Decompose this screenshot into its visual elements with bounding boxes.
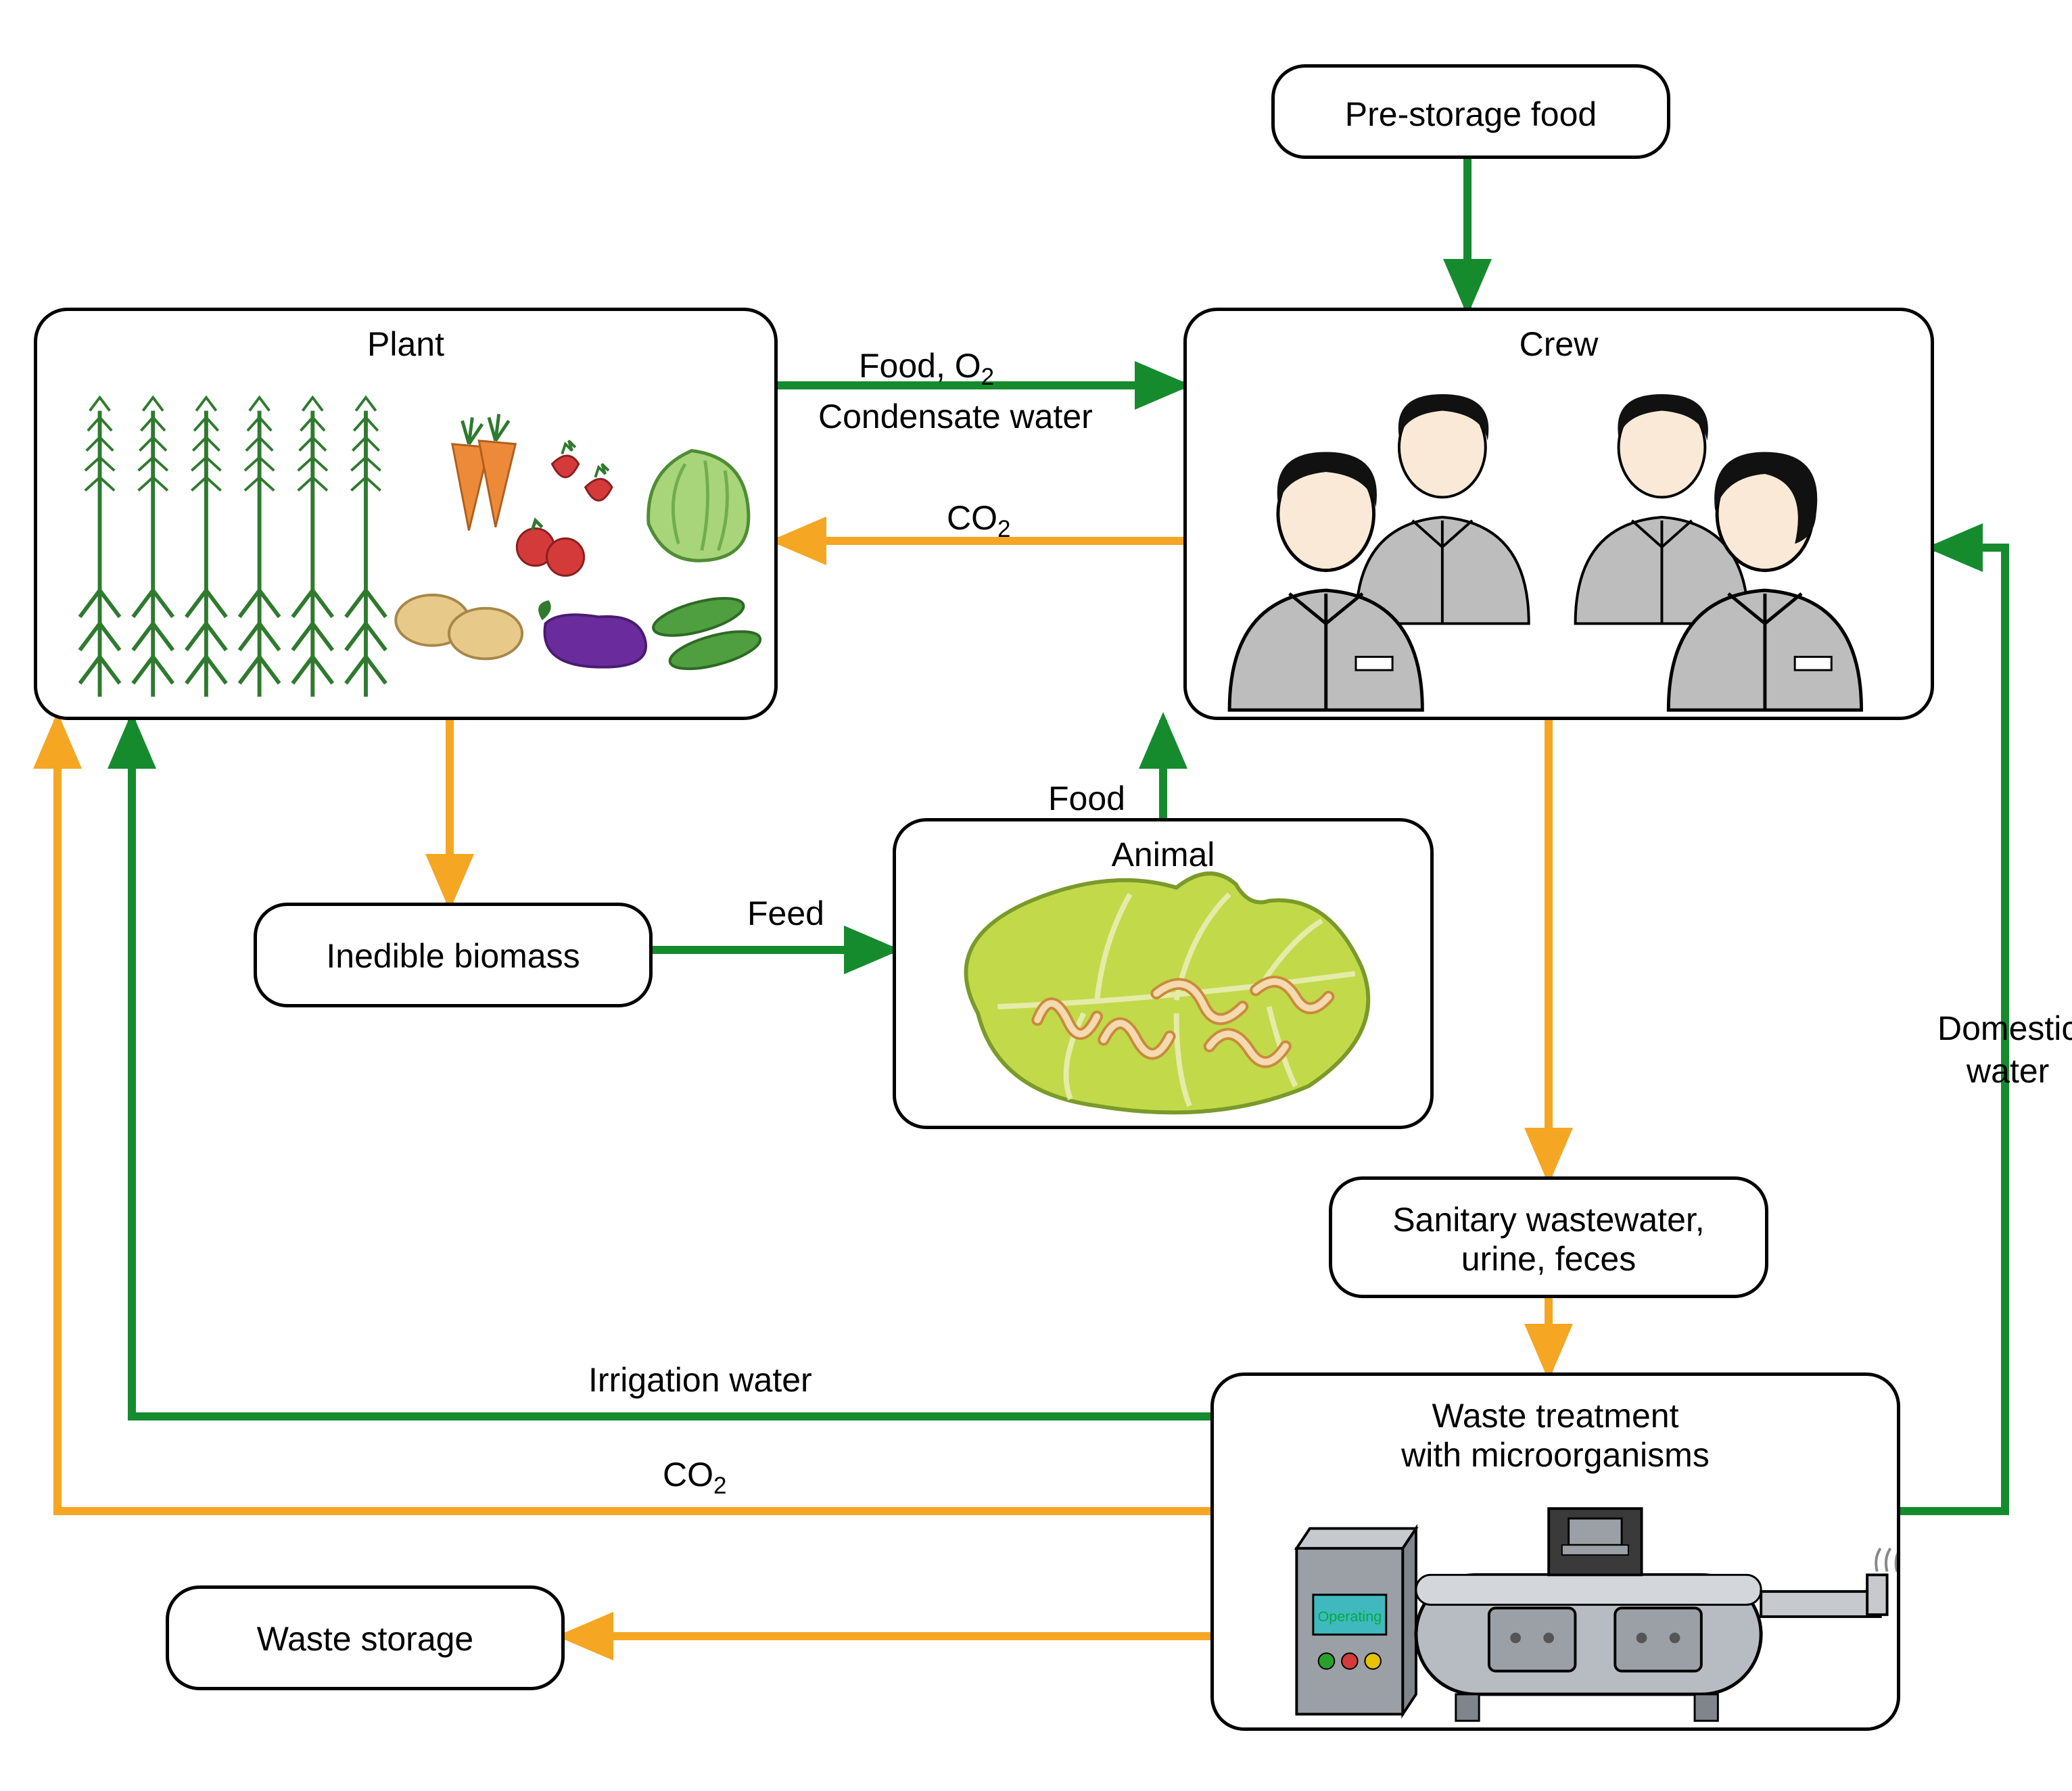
plant-illustration-icon [37,311,774,717]
node-waste-storage: Waste storage [166,1585,565,1690]
node-title: Waste storage [169,1619,561,1658]
label-food-animal: Food [1048,778,1125,820]
node-sanitary: Sanitary wastewater,urine, feces [1329,1176,1768,1298]
node-title: Pre-storage food [1275,95,1667,134]
label-co2-wt: CO2 [663,1454,726,1501]
label-irrigation: Irrigation water [588,1359,812,1402]
label-domestic-water: Domesticwater [1937,1007,2072,1092]
node-plant: Plant [34,308,778,720]
label-co2-crew: CO2 [947,497,1010,544]
node-inedible: Inedible biomass [254,903,653,1007]
node-title: Inedible biomass [257,936,649,976]
crew-illustration-icon [1187,311,1931,717]
animal-illustration-icon [896,821,1430,1126]
label-condensate: Condensate water [818,396,1093,438]
label-feed: Feed [747,892,824,935]
waste-treatment-illustration-icon: Operating [1214,1376,1897,1727]
node-crew: Crew [1183,308,1934,720]
node-prestorage: Pre-storage food [1271,64,1670,159]
label-food-o2: Food, O2 [859,345,994,392]
node-waste-treatment: Waste treatmentwith microorganisms Opera… [1210,1372,1900,1731]
node-animal: Animal [893,818,1434,1129]
node-title: Sanitary wastewater,urine, feces [1332,1200,1765,1279]
svg-text:Operating: Operating [1317,1608,1382,1625]
diagram-canvas: Pre-storage food Plant [0,0,2072,1791]
